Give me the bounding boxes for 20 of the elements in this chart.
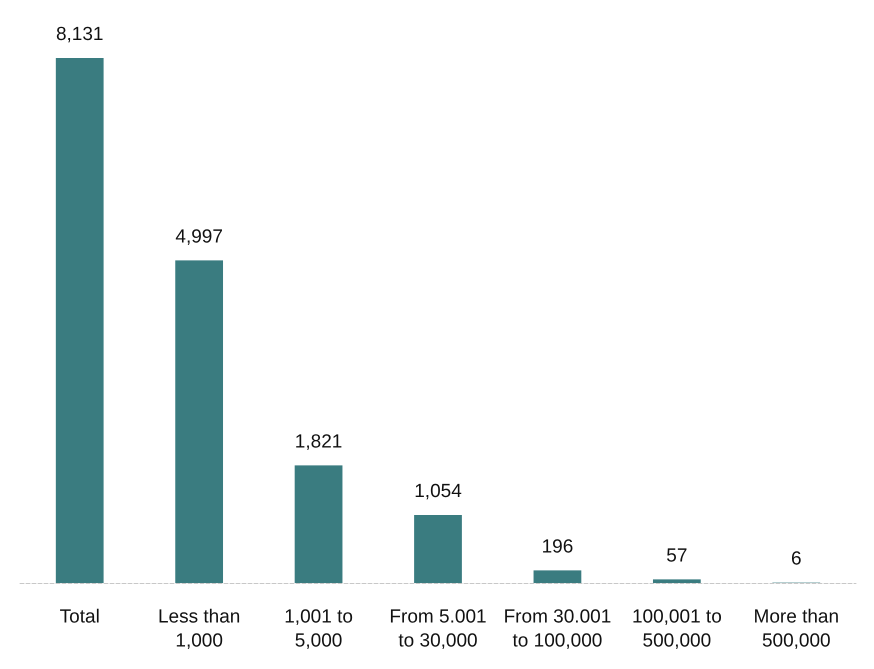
bar: [175, 260, 224, 583]
data-label: 196: [542, 536, 574, 558]
data-label: 57: [666, 545, 688, 566]
bar: [652, 579, 701, 583]
data-label: 1,054: [414, 480, 462, 502]
x-tick-label: 1,001 to 5,000: [284, 606, 353, 652]
data-label: 4,997: [175, 226, 223, 248]
x-tick-label: Total: [60, 606, 100, 628]
bar: [534, 570, 582, 583]
data-label: 1,821: [294, 431, 342, 452]
bar: [414, 514, 462, 583]
data-label: 8,131: [56, 24, 104, 45]
x-tick-label: More than 500,000: [754, 606, 840, 652]
x-tick-label: From 30.001 to 100,000: [504, 606, 612, 652]
x-tick-label: Less than 1,000: [158, 606, 240, 652]
x-tick-label: 100,001 to 500,000: [632, 606, 722, 652]
x-tick-label: From 5.001 to 30,000: [389, 606, 487, 652]
bar: [56, 58, 104, 583]
bar: [294, 465, 342, 583]
data-label: 6: [790, 548, 802, 570]
